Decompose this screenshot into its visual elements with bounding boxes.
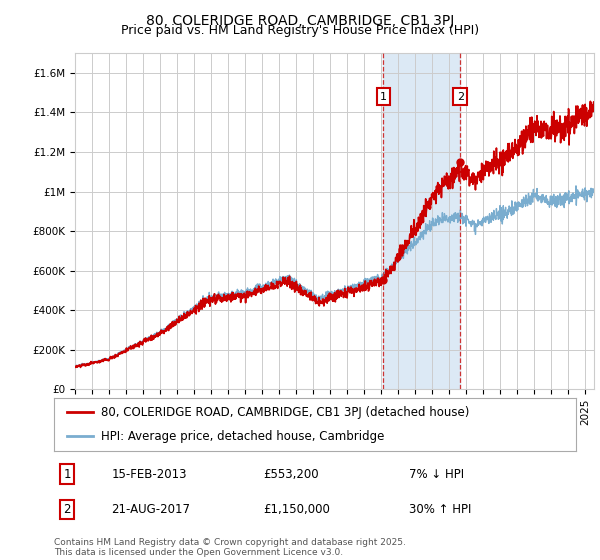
Text: 80, COLERIDGE ROAD, CAMBRIDGE, CB1 3PJ (detached house): 80, COLERIDGE ROAD, CAMBRIDGE, CB1 3PJ (… [101, 406, 469, 419]
Text: 30% ↑ HPI: 30% ↑ HPI [409, 503, 472, 516]
Text: 1: 1 [380, 92, 387, 102]
Text: 2: 2 [64, 503, 71, 516]
Text: 7% ↓ HPI: 7% ↓ HPI [409, 468, 464, 480]
Text: HPI: Average price, detached house, Cambridge: HPI: Average price, detached house, Camb… [101, 430, 385, 443]
Text: 80, COLERIDGE ROAD, CAMBRIDGE, CB1 3PJ: 80, COLERIDGE ROAD, CAMBRIDGE, CB1 3PJ [146, 14, 454, 28]
Text: Contains HM Land Registry data © Crown copyright and database right 2025.
This d: Contains HM Land Registry data © Crown c… [54, 538, 406, 557]
Bar [383, 53, 460, 389]
Text: 1: 1 [64, 468, 71, 480]
Text: 21-AUG-2017: 21-AUG-2017 [112, 503, 190, 516]
Text: 15-FEB-2013: 15-FEB-2013 [112, 468, 187, 480]
Text: £1,150,000: £1,150,000 [263, 503, 329, 516]
Text: 2: 2 [457, 92, 464, 102]
Text: £553,200: £553,200 [263, 468, 319, 480]
Text: Price paid vs. HM Land Registry's House Price Index (HPI): Price paid vs. HM Land Registry's House … [121, 24, 479, 37]
